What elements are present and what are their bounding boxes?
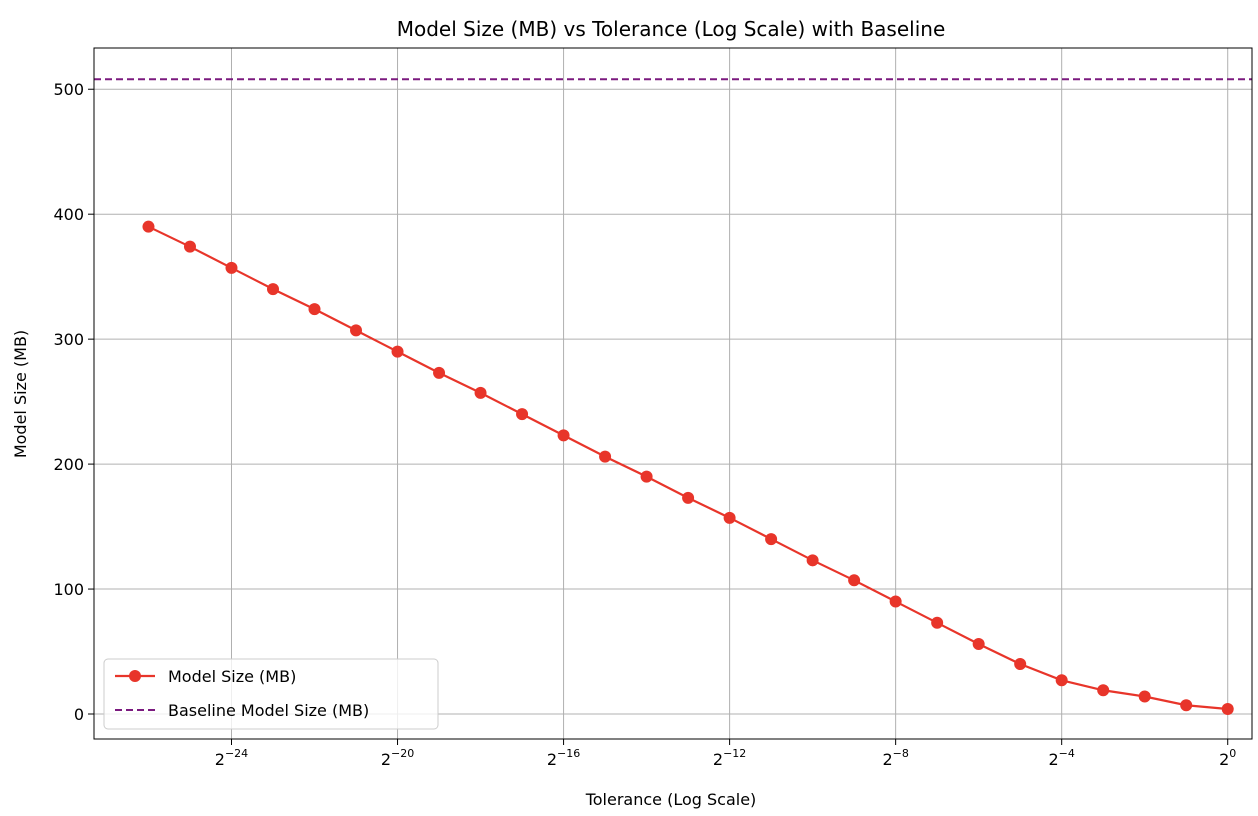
data-point <box>557 429 570 442</box>
legend-label-model-size: Model Size (MB) <box>168 667 296 686</box>
y-tick-label: 100 <box>53 580 84 599</box>
data-point <box>433 366 446 379</box>
data-point <box>1180 699 1193 712</box>
x-tick-label: 2−4 <box>1048 747 1074 769</box>
data-point <box>765 533 778 546</box>
data-point <box>516 408 529 421</box>
data-point <box>474 386 487 399</box>
y-tick-label: 400 <box>53 205 84 224</box>
data-point <box>267 283 280 296</box>
data-point <box>972 638 985 651</box>
y-axis-label: Model Size (MB) <box>11 330 30 458</box>
data-point <box>1014 658 1027 671</box>
x-tick-label: 2−24 <box>215 747 248 769</box>
x-tick-label: 2−8 <box>882 747 908 769</box>
series-layer <box>94 78 1252 716</box>
data-point <box>391 345 404 358</box>
data-point <box>1097 684 1110 697</box>
data-point <box>599 450 612 463</box>
data-point <box>1221 703 1234 716</box>
x-tick-label: 2−20 <box>381 747 414 769</box>
x-tick-label: 2−12 <box>713 747 746 769</box>
data-point <box>183 240 196 253</box>
data-point <box>640 470 653 483</box>
y-tick-label: 500 <box>53 80 84 99</box>
data-point <box>350 324 363 337</box>
plot-frame <box>93 47 1253 740</box>
legend: Model Size (MB) Baseline Model Size (MB) <box>103 658 439 730</box>
data-point <box>889 595 902 608</box>
x-tick-label: 2−16 <box>547 747 580 769</box>
data-point <box>848 574 861 587</box>
x-axis-label: Tolerance (Log Scale) <box>585 790 757 809</box>
x-tick-label: 20 <box>1219 747 1236 769</box>
data-point <box>806 554 819 567</box>
legend-label-baseline: Baseline Model Size (MB) <box>168 701 369 720</box>
y-tick-label: 200 <box>53 455 84 474</box>
y-tick-label: 0 <box>74 705 84 724</box>
data-point <box>1138 690 1151 703</box>
data-point <box>308 303 321 316</box>
data-point <box>225 261 238 274</box>
data-point <box>1055 674 1068 687</box>
model-size-line <box>147 225 1228 711</box>
data-point <box>142 220 155 233</box>
data-point <box>723 511 736 524</box>
data-point <box>931 616 944 629</box>
legend-box <box>103 658 439 730</box>
data-point <box>682 491 695 504</box>
chart-title: Model Size (MB) vs Tolerance (Log Scale)… <box>397 17 946 41</box>
grid <box>94 48 1252 739</box>
legend-marker-model-size <box>129 670 141 682</box>
y-tick-label: 300 <box>53 330 84 349</box>
